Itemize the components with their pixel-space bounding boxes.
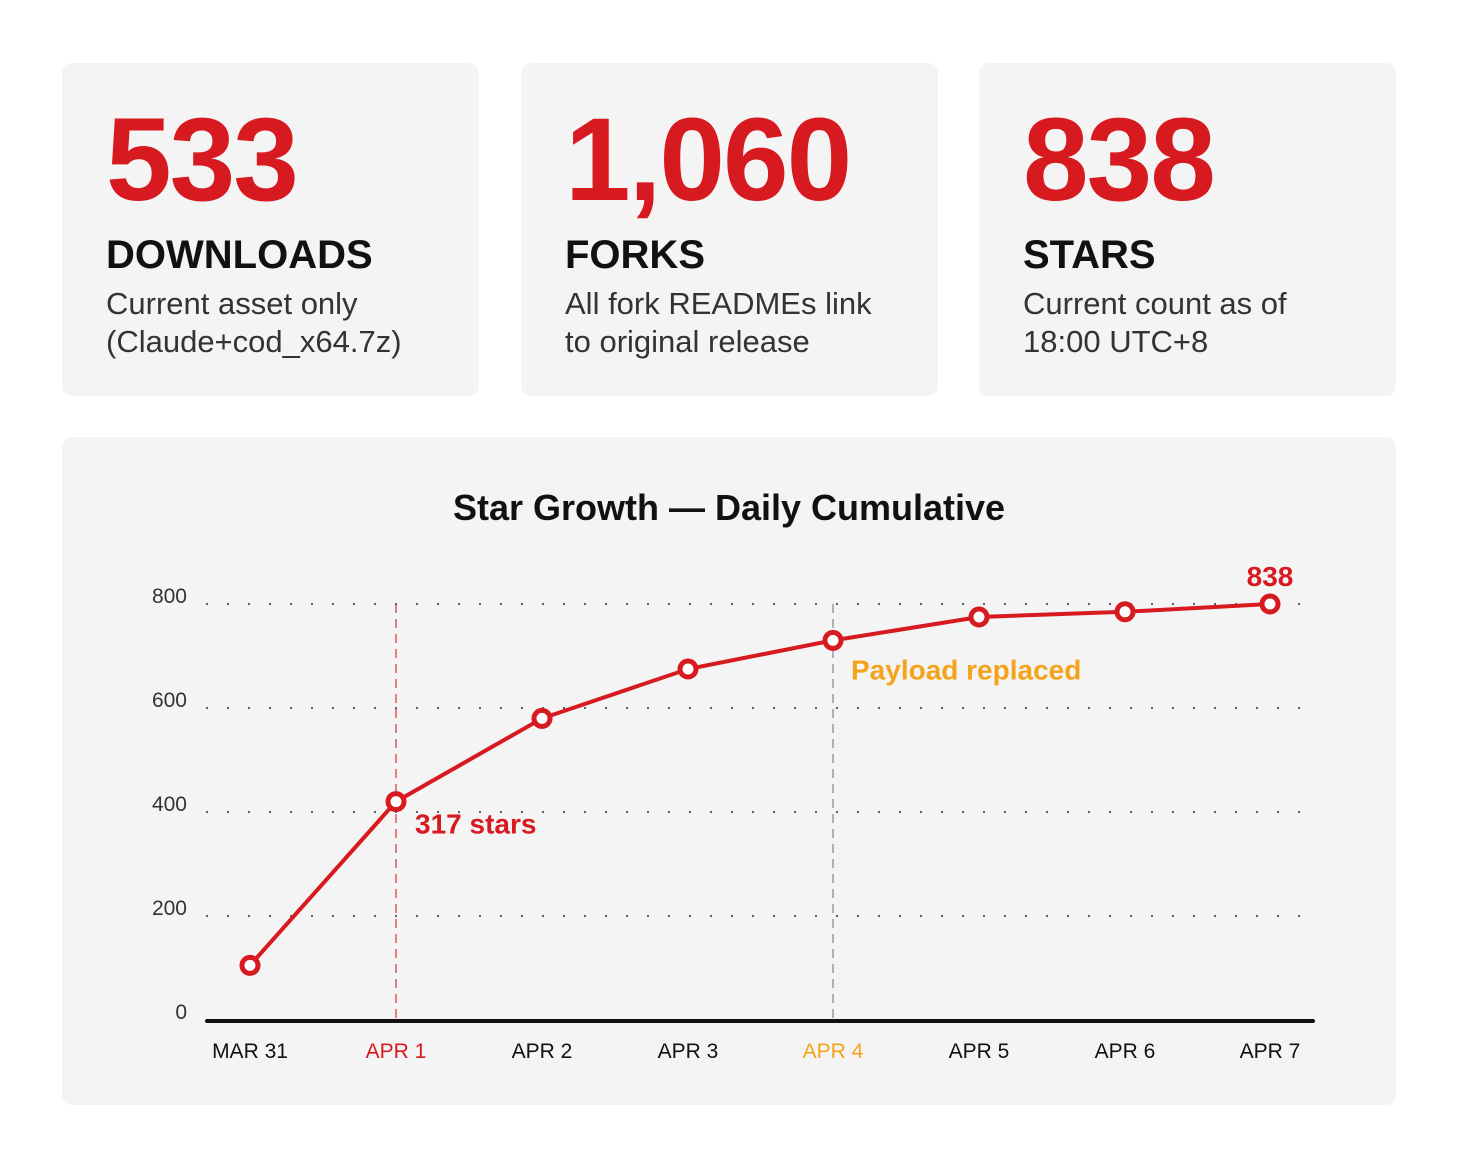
x-tick-label: APR 7 [1240, 1040, 1301, 1063]
forks-card: 1,060 FORKS All fork READMEs link to orig… [521, 63, 938, 396]
sub-line: (Claude+cod_x64.7z) [106, 324, 402, 359]
data-point [822, 629, 844, 651]
x-tick-label: APR 2 [512, 1040, 573, 1063]
sub-line: Current count as of [1023, 286, 1287, 321]
x-tick-label: APR 4 [803, 1040, 864, 1063]
y-tick-label: 800 [152, 585, 187, 608]
data-point [677, 658, 699, 680]
downloads-card: 533 DOWNLOADS Current asset only (Claude+… [62, 63, 479, 396]
y-tick-label: 600 [152, 689, 187, 712]
x-tick-label: APR 5 [949, 1040, 1010, 1063]
sub-line: All fork READMEs link [565, 286, 872, 321]
data-point [385, 791, 407, 813]
data-point [239, 954, 261, 976]
data-point [968, 606, 990, 628]
forks-value: 1,060 [565, 94, 852, 226]
chart-card [62, 437, 1396, 1105]
downloads-label: DOWNLOADS [106, 233, 373, 277]
annotation-payload-replaced: Payload replaced [851, 654, 1081, 685]
chart-title: Star Growth — Daily Cumulative [453, 487, 1005, 528]
series-line [248, 602, 1271, 967]
forks-subtitle: All fork READMEs link to original release [565, 285, 935, 361]
downloads-value: 533 [106, 94, 299, 226]
annotation-317-stars: 317 stars [415, 809, 536, 840]
x-tick-label: APR 1 [366, 1040, 427, 1063]
forks-label: FORKS [565, 233, 705, 277]
y-tick-label: 200 [152, 897, 187, 920]
data-point [1259, 593, 1281, 615]
x-tick-label: MAR 31 [212, 1040, 288, 1063]
stars-subtitle: Current count as of 18:00 UTC+8 [1023, 285, 1393, 361]
data-point [1114, 601, 1136, 623]
y-tick-label: 400 [152, 793, 187, 816]
sub-line: Current asset only [106, 286, 358, 321]
downloads-subtitle: Current asset only (Claude+cod_x64.7z) [106, 285, 476, 361]
sub-line: to original release [565, 324, 810, 359]
x-tick-label: APR 6 [1095, 1040, 1156, 1063]
y-tick-label: 0 [175, 1001, 187, 1024]
annotation-838: 838 [1247, 561, 1294, 592]
x-tick-label: APR 3 [658, 1040, 719, 1063]
stars-card: 838 STARS Current count as of 18:00 UTC+8 [979, 63, 1396, 396]
sub-line: 18:00 UTC+8 [1023, 324, 1209, 359]
stars-label: STARS [1023, 233, 1156, 277]
data-point [531, 707, 553, 729]
stars-value: 838 [1023, 94, 1216, 226]
